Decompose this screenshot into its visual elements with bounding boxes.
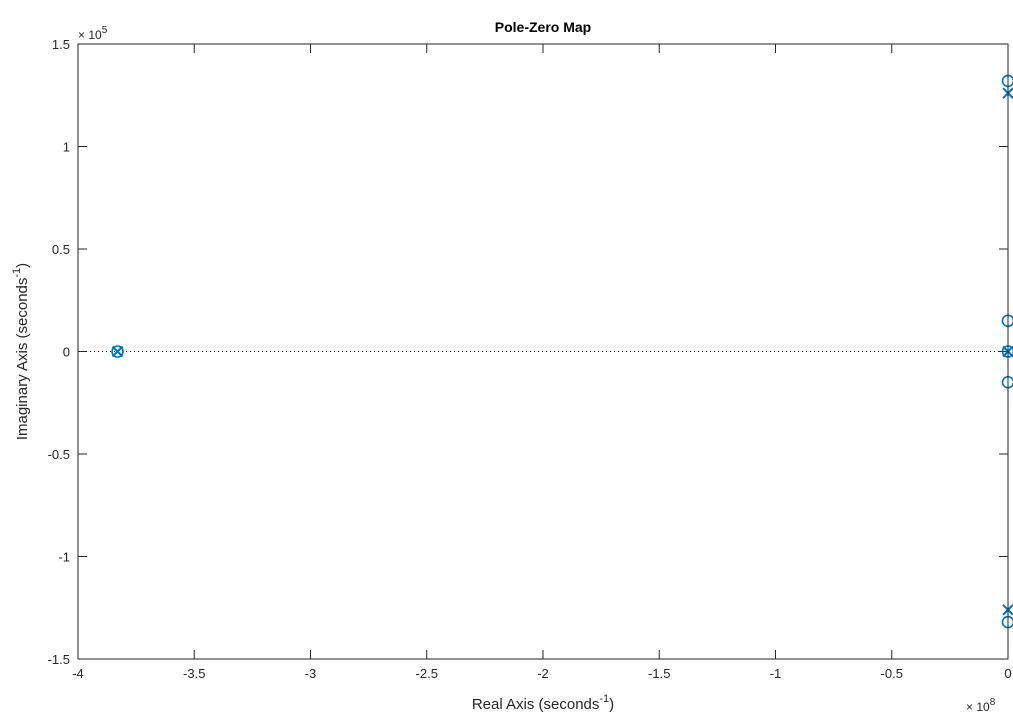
x-axis-label: Real Axis (seconds-1) [472, 693, 614, 713]
x-axis-label-text: Real Axis (seconds [472, 696, 600, 713]
x-multiplier-exponent: 8 [990, 697, 996, 708]
y-axis-label: Imaginary Axis (seconds-1) [11, 263, 31, 440]
x-tick-label: -0.5 [881, 666, 903, 681]
x-tick-labels: -4 -3.5 -3 -2.5 -2 -1.5 -1 -0.5 0 [72, 666, 1011, 681]
plot-border [77, 43, 1009, 660]
y-multiplier-base: × 10 [78, 28, 102, 42]
y-axis-label-text: Imaginary Axis (seconds [14, 278, 31, 441]
y-tick-label: 0 [63, 345, 70, 360]
x-axis-multiplier: × 108 [966, 697, 996, 714]
zero-marker [111, 345, 124, 358]
x-tick-label: -3.5 [183, 666, 205, 681]
x-tick-label: -4 [72, 666, 84, 681]
x-tick-label: -1.5 [648, 666, 670, 681]
y-tick-label: -1.5 [48, 652, 70, 667]
y-axis-multiplier: × 105 [78, 25, 108, 42]
y-tick-label: -1 [58, 550, 70, 565]
x-tick-label: -2.5 [416, 666, 438, 681]
y-axis-label-superscript: -1 [11, 268, 23, 278]
x-axis-label-superscript: -1 [599, 693, 609, 705]
y-tick-label: 1 [63, 140, 70, 155]
y-tick-label: 1.5 [52, 37, 70, 52]
y-tick-label: 0.5 [52, 242, 70, 257]
plot-axes: -4 -3.5 -3 -2.5 -2 -1.5 -1 -0.5 0 -1.5 -1 -0.5 0 0.5… [48, 37, 1013, 681]
x-tick-label: -2 [537, 666, 549, 681]
y-tick-label: -0.5 [48, 447, 70, 462]
x-tick-label: 0 [1004, 666, 1011, 681]
x-multiplier-base: × 10 [966, 700, 990, 714]
y-tick-labels: -1.5 -1 -0.5 0 0.5 1 1.5 [48, 37, 70, 667]
y-axis-label-close: ) [14, 263, 31, 268]
chart-title: Pole-Zero Map [495, 19, 591, 35]
x-tick-label: -3 [305, 666, 317, 681]
x-tick-label: -1 [770, 666, 782, 681]
y-multiplier-exponent: 5 [102, 25, 108, 36]
x-axis-label-close: ) [609, 696, 614, 713]
